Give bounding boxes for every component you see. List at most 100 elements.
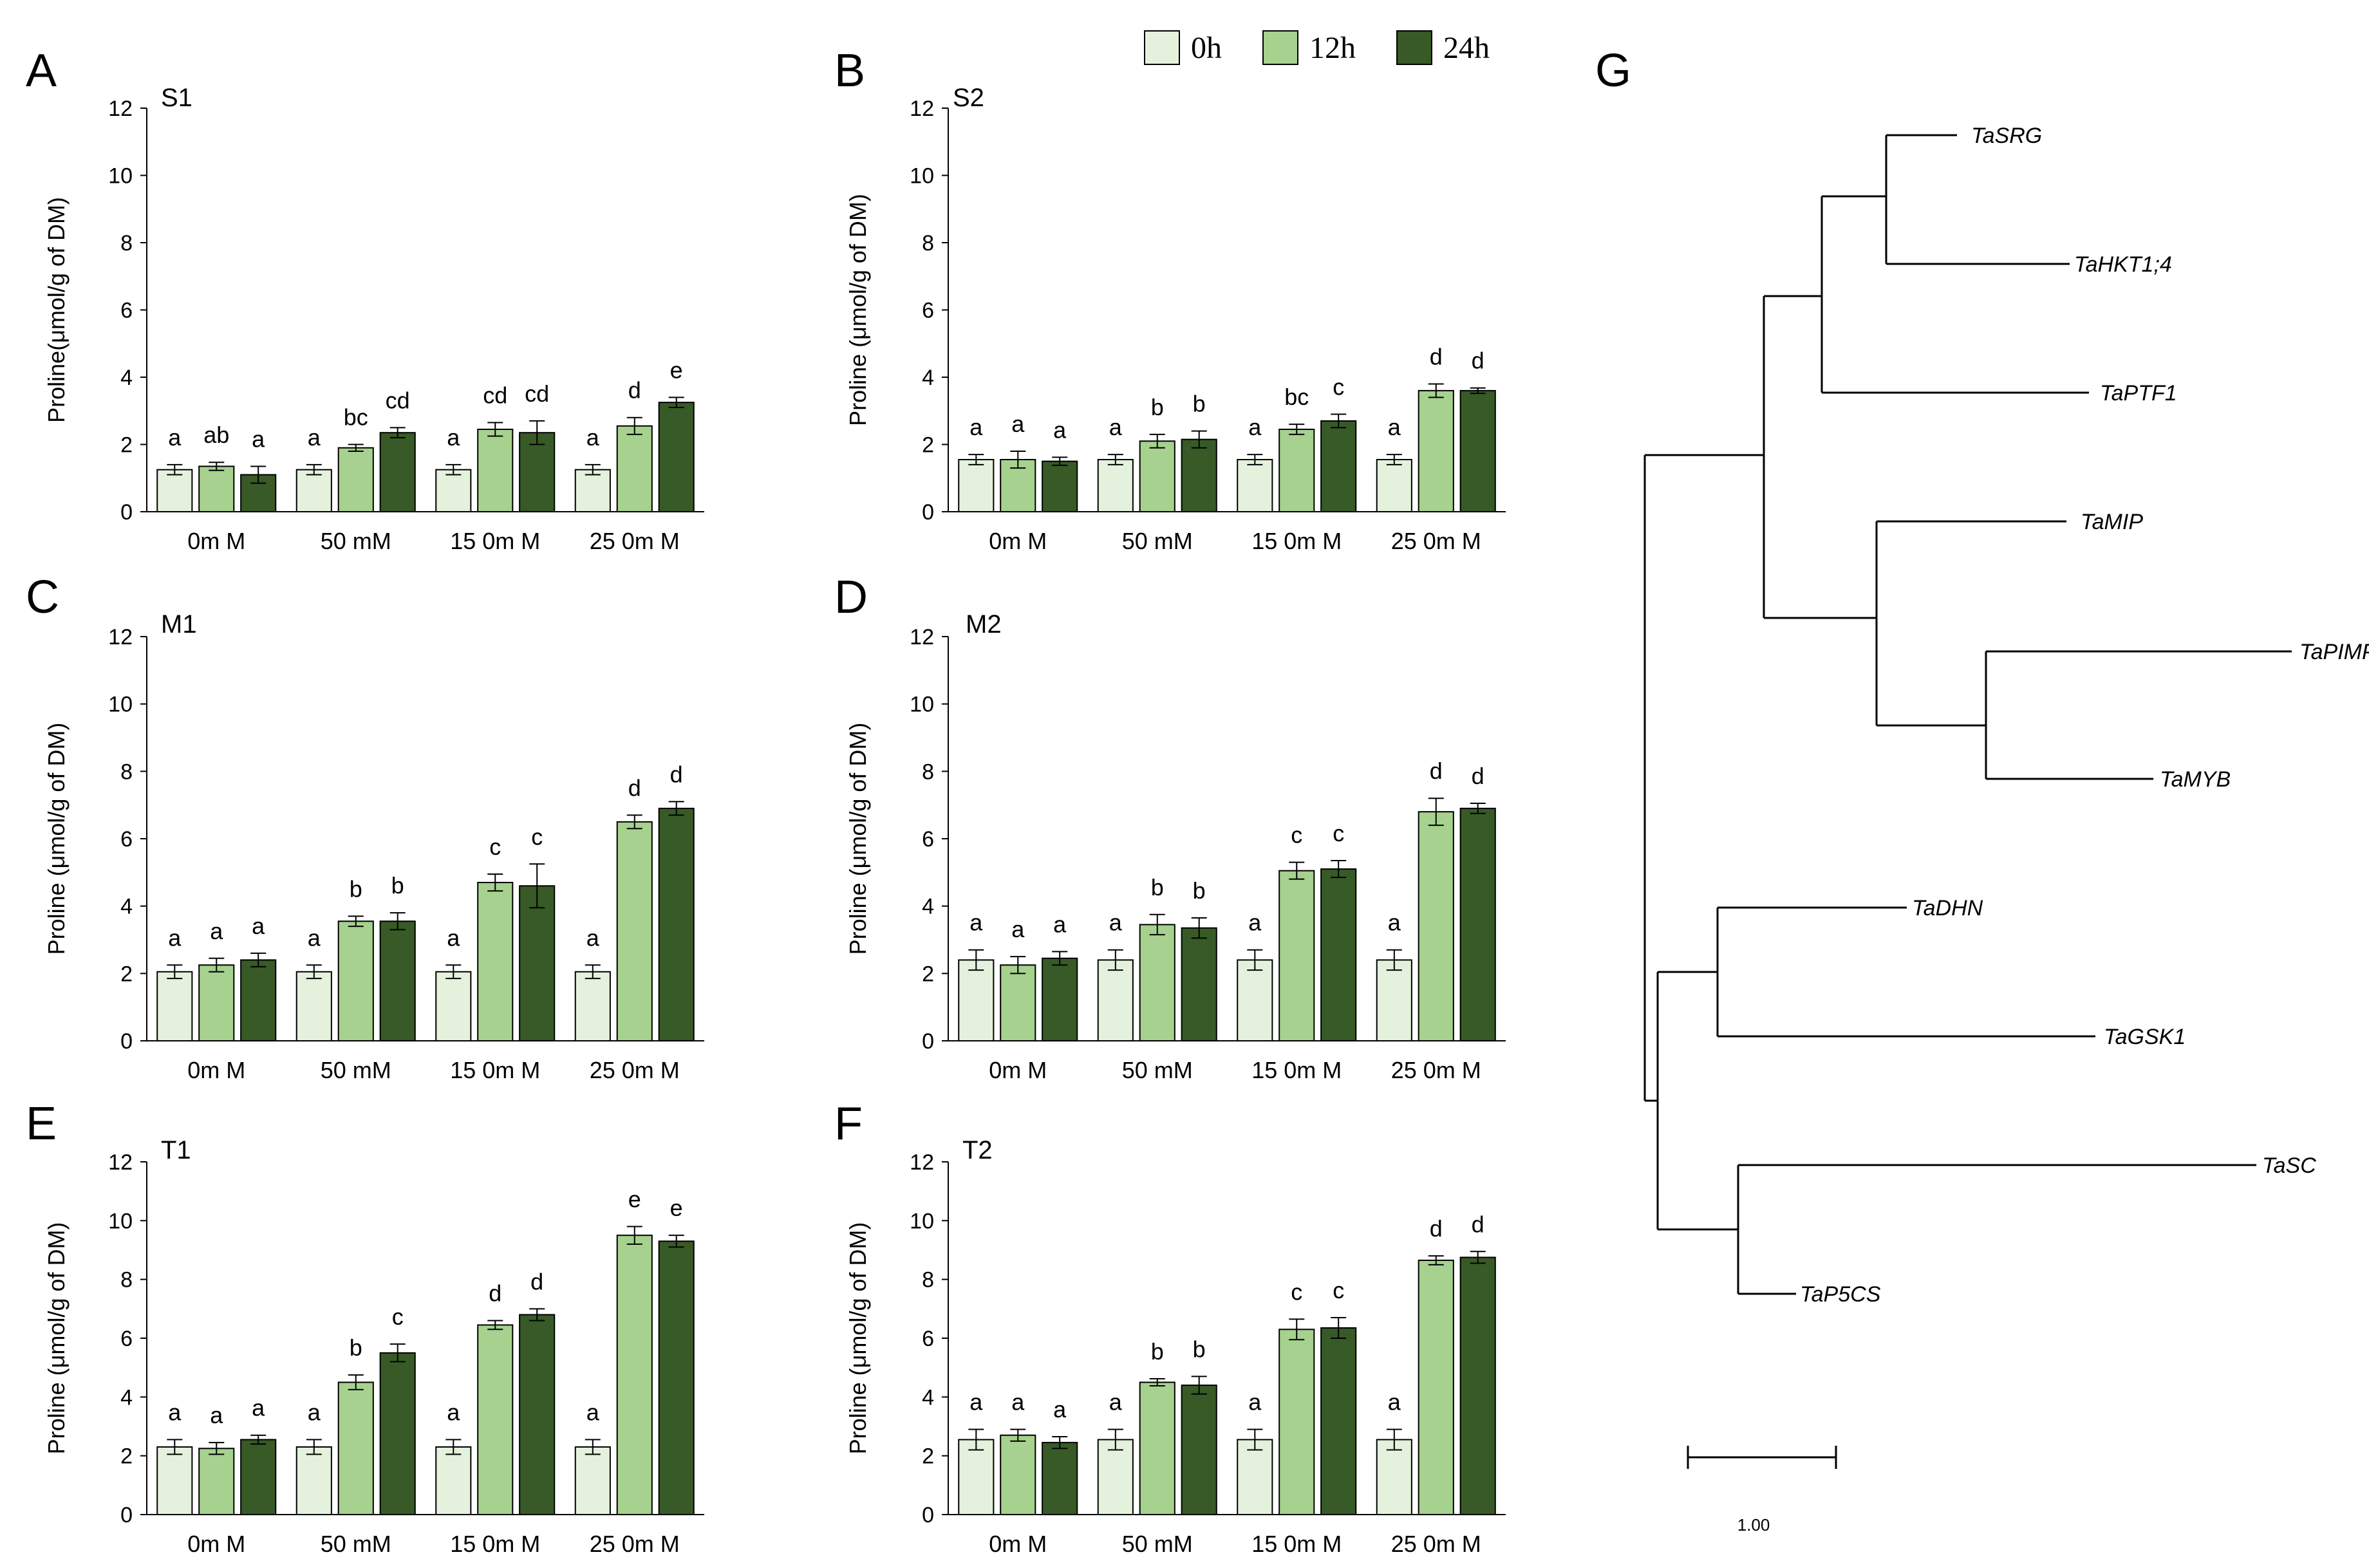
category-label: 15 0m M	[1251, 1057, 1342, 1083]
significance-label: d	[628, 774, 641, 801]
y-tick-label: 4	[120, 366, 133, 390]
panel-letter: C	[26, 572, 59, 623]
y-tick-label: 8	[922, 760, 934, 784]
legend: 0h 12h 24h	[1144, 30, 1490, 65]
bar-12h-2	[1278, 1329, 1315, 1516]
chart-title: T1	[161, 1136, 191, 1164]
y-tick-label: 0	[922, 1503, 934, 1527]
significance-label: a	[1388, 414, 1401, 440]
y-axis-label: Proline (μmol/g of DM)	[845, 723, 871, 955]
bar-0h-0	[156, 469, 193, 512]
y-tick-label: 6	[922, 1327, 934, 1351]
significance-label: a	[969, 910, 983, 936]
bar-24h-3	[658, 1240, 695, 1516]
bar-24h-1	[379, 1352, 416, 1515]
significance-label: d	[1430, 343, 1443, 369]
significance-label: a	[252, 1395, 265, 1421]
bar-12h-1	[1139, 924, 1175, 1041]
category-label: 25 0m M	[590, 528, 680, 554]
bar-0h-2	[1237, 459, 1273, 513]
tree-leaf-label: TaDHN	[1912, 896, 1983, 920]
significance-label: a	[1109, 910, 1123, 936]
significance-label: c	[531, 823, 543, 850]
bar-24h-1	[379, 920, 416, 1042]
category-label: 25 0m M	[1391, 528, 1481, 554]
significance-label: b	[391, 872, 404, 899]
panel-letter: F	[834, 1098, 863, 1150]
y-tick-label: 8	[922, 1268, 934, 1293]
y-tick-label: 10	[108, 1209, 133, 1233]
significance-label: e	[670, 1195, 683, 1221]
y-axis-label: Proline (μmol/g of DM)	[845, 1222, 871, 1455]
y-tick-label: 8	[120, 760, 133, 784]
bar-0h-1	[295, 469, 332, 512]
chart-title: M2	[966, 610, 1002, 639]
significance-label: cd	[483, 382, 507, 409]
bar-12h-1	[1139, 440, 1175, 513]
significance-label: e	[628, 1186, 641, 1212]
y-tick-label: 10	[910, 164, 934, 189]
y-tick-label: 4	[120, 895, 133, 919]
significance-label: c	[1291, 1278, 1302, 1305]
chart-title: S1	[161, 84, 192, 112]
significance-label: a	[210, 918, 223, 944]
significance-label: a	[168, 1399, 182, 1426]
bar-24h-2	[519, 885, 556, 1042]
y-tick-label: 12	[910, 1150, 934, 1175]
y-tick-label: 6	[120, 827, 133, 852]
bar-12h-3	[616, 1235, 653, 1515]
significance-label: d	[670, 761, 683, 787]
significance-label: a	[252, 425, 265, 452]
significance-label: a	[1053, 416, 1067, 443]
chart-panel-F: F T2 0 2 4 6 8 10 12 Proline (μmol/g of DM) a a a 0m …	[834, 1098, 1506, 1557]
significance-label: a	[1248, 1389, 1262, 1415]
category-label: 0m M	[187, 1057, 245, 1083]
tree-leaf-label: TaPTF1	[2100, 381, 2177, 406]
bar-24h-0	[240, 1439, 277, 1516]
chart-title: T2	[962, 1136, 993, 1164]
bar-0h-2	[435, 1446, 472, 1515]
bar-0h-2	[1237, 1439, 1273, 1516]
significance-label: a	[447, 1399, 460, 1426]
significance-label: d	[1472, 348, 1484, 374]
category-label: 50 mM	[321, 528, 391, 554]
y-tick-label: 6	[922, 827, 934, 852]
bar-0h-3	[1376, 1439, 1412, 1516]
significance-label: b	[1193, 1336, 1206, 1362]
bar-12h-2	[477, 1324, 514, 1515]
bar-24h-3	[1459, 389, 1496, 513]
bar-0h-3	[1376, 459, 1412, 513]
category-label: 50 mM	[1122, 528, 1193, 554]
y-tick-label: 2	[922, 1444, 934, 1469]
bar-12h-1	[337, 920, 374, 1042]
bar-0h-2	[1237, 959, 1273, 1042]
y-tick-label: 6	[120, 299, 133, 323]
significance-label: d	[530, 1268, 543, 1294]
category-label: 25 0m M	[1391, 1531, 1481, 1557]
bar-24h-3	[658, 807, 695, 1042]
y-axis-label: Proline (μmol/g of DM)	[845, 194, 871, 426]
bar-24h-0	[240, 959, 277, 1042]
significance-label: e	[670, 357, 683, 383]
category-label: 15 0m M	[450, 1057, 540, 1083]
chart-panel-D: D M2 0 2 4 6 8 10 12 Proline (μmol/g of DM) a a a 0m …	[834, 572, 1506, 1083]
category-label: 50 mM	[321, 1057, 391, 1083]
tree-leaf-label: TaMYB	[2160, 767, 2231, 792]
significance-label: b	[1193, 877, 1206, 904]
category-label: 0m M	[187, 528, 245, 554]
significance-label: d	[628, 377, 641, 404]
significance-label: a	[1248, 910, 1262, 936]
y-tick-label: 10	[910, 1209, 934, 1233]
tree-leaf-label: TaP5CS	[1800, 1282, 1881, 1307]
category-label: 50 mM	[321, 1531, 391, 1557]
bar-24h-2	[519, 1314, 556, 1515]
y-tick-label: 4	[922, 895, 934, 919]
significance-label: a	[210, 1402, 223, 1428]
bar-12h-3	[1418, 811, 1454, 1041]
bar-12h-0	[198, 1448, 235, 1515]
bar-24h-2	[519, 432, 556, 513]
significance-label: a	[168, 424, 182, 451]
bar-12h-2	[477, 882, 514, 1041]
